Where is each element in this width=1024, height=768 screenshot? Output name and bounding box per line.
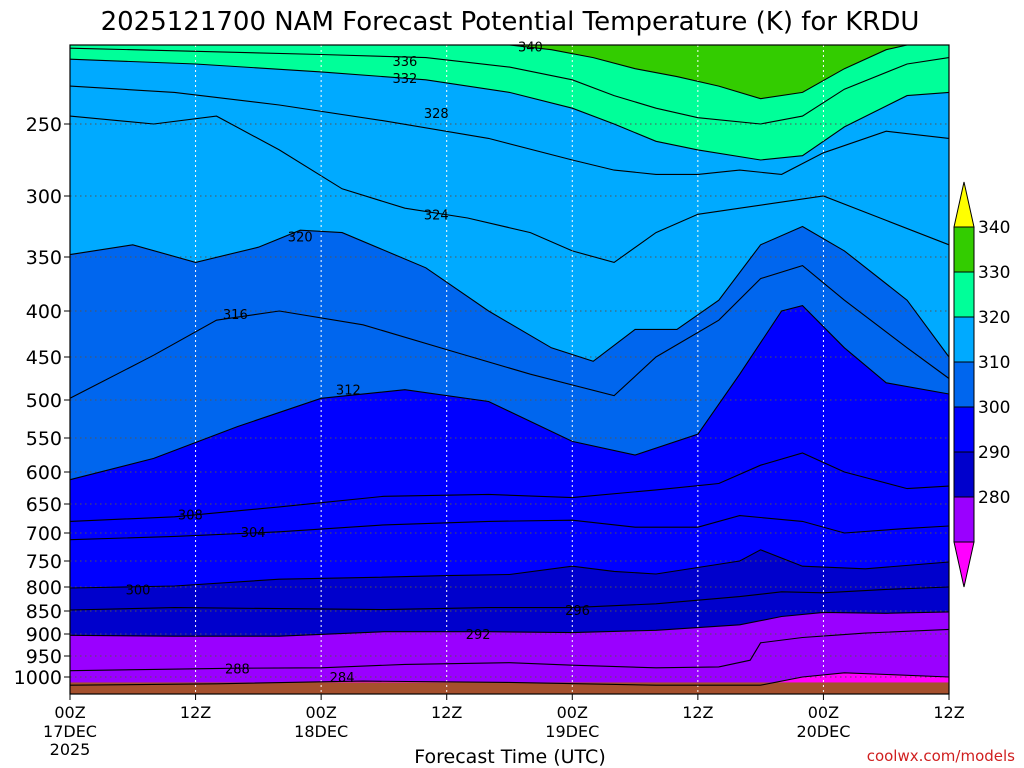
contour-label: 320 (288, 230, 313, 245)
contour-label: 316 (223, 308, 248, 323)
isentrope-300 (69, 549, 950, 589)
y-tick-label: 750 (26, 551, 62, 573)
x-tick-year: 2025 (50, 740, 91, 759)
y-tick-label: 650 (26, 494, 62, 516)
isentrope-316 (69, 264, 950, 399)
contour-label: 312 (336, 384, 361, 399)
isentrope-336 (69, 47, 950, 125)
contour-label: 340 (518, 41, 543, 56)
x-tick-date: 20DEC (796, 722, 850, 741)
contour-label: 288 (225, 663, 250, 678)
contour-labels: 284 288 292 296 300 304 308 312 316 320 324 328 332 3… (126, 41, 590, 686)
y-tick-label: 700 (26, 523, 62, 545)
y-tick-label: 850 (26, 601, 62, 623)
y-tick-label: 1000 (14, 667, 62, 689)
colorbar-label: 320 (978, 308, 1010, 328)
contour-label: 332 (392, 72, 417, 87)
y-axis: 2503003504004505005506006507007508008509… (14, 114, 70, 689)
colorbar-swatch (953, 181, 975, 228)
x-tick-label: 00Z (557, 703, 588, 722)
colorbar-swatch (953, 316, 975, 363)
isentrope-340 (509, 44, 908, 100)
y-tick-label: 550 (26, 428, 62, 450)
x-tick-date: 18DEC (294, 722, 348, 741)
band-fill (509, 45, 908, 99)
colorbar-swatch (953, 271, 975, 318)
colorbar-swatch (953, 496, 975, 543)
colorbar-swatch (953, 361, 975, 408)
contour-label: 336 (392, 55, 417, 70)
x-tick-label: 12Z (180, 703, 211, 722)
x-tick-date: 19DEC (545, 722, 599, 741)
credit-text: coolwx.com/models (867, 747, 1015, 765)
chart-title: 2025121700 NAM Forecast Potential Temper… (101, 7, 920, 37)
y-tick-label: 500 (26, 390, 62, 412)
isentrope-328 (69, 85, 950, 175)
colorbar-label: 280 (978, 488, 1010, 508)
y-tick-label: 350 (26, 247, 62, 269)
x-tick-label: 12Z (431, 703, 462, 722)
y-tick-label: 950 (26, 646, 62, 668)
isentrope-320 (69, 225, 950, 362)
isentrope-292 (69, 611, 950, 637)
colorbar: 340 330 320 310 300 290 280 (953, 181, 1010, 588)
isentrope-304 (69, 515, 950, 541)
y-tick-label: 250 (26, 114, 62, 136)
isentrope-308 (69, 452, 950, 522)
x-tick-label: 12Z (933, 703, 964, 722)
y-tick-label: 400 (26, 301, 62, 323)
colorbar-label: 310 (978, 353, 1010, 373)
y-tick-label: 600 (26, 462, 62, 484)
x-tick-label: 12Z (682, 703, 713, 722)
y-tick-label: 900 (26, 624, 62, 646)
colorbar-label: 330 (978, 263, 1010, 283)
contour-label: 304 (241, 526, 266, 541)
y-tick-label: 800 (26, 577, 62, 599)
plot-frame (69, 44, 950, 695)
colorbar-label: 300 (978, 398, 1010, 418)
contour-label: 296 (565, 604, 590, 619)
x-tick-label: 00Z (808, 703, 839, 722)
isentrope-332 (69, 58, 950, 161)
y-tick-label: 450 (26, 347, 62, 369)
isentropes (69, 44, 950, 686)
isentrope-288 (69, 628, 950, 672)
ground-strip (70, 682, 949, 694)
colorbar-label: 340 (978, 218, 1010, 238)
contour-label: 308 (178, 508, 203, 523)
y-tick-label: 300 (26, 186, 62, 208)
colorbar-label: 290 (978, 443, 1010, 463)
x-axis-label: Forecast Time (UTC) (414, 746, 605, 768)
contour-label: 324 (424, 208, 449, 223)
colorbar-swatch (953, 406, 975, 453)
colorbar-swatch (953, 226, 975, 273)
colorbar-swatch (953, 541, 975, 588)
contour-label: 284 (330, 671, 355, 686)
isentrope-296 (69, 586, 950, 611)
colorbar-swatch (953, 451, 975, 498)
plot-area (70, 45, 949, 694)
isentrope-312 (69, 304, 950, 481)
x-tick-date: 17DEC (43, 722, 97, 741)
contour-label: 328 (424, 107, 449, 122)
contour-label: 300 (126, 583, 151, 598)
contour-label: 292 (466, 628, 491, 643)
isentrope-284 (69, 672, 950, 686)
x-tick-label: 00Z (305, 703, 336, 722)
isentrope-324 (69, 115, 950, 263)
x-tick-label: 00Z (54, 703, 85, 722)
